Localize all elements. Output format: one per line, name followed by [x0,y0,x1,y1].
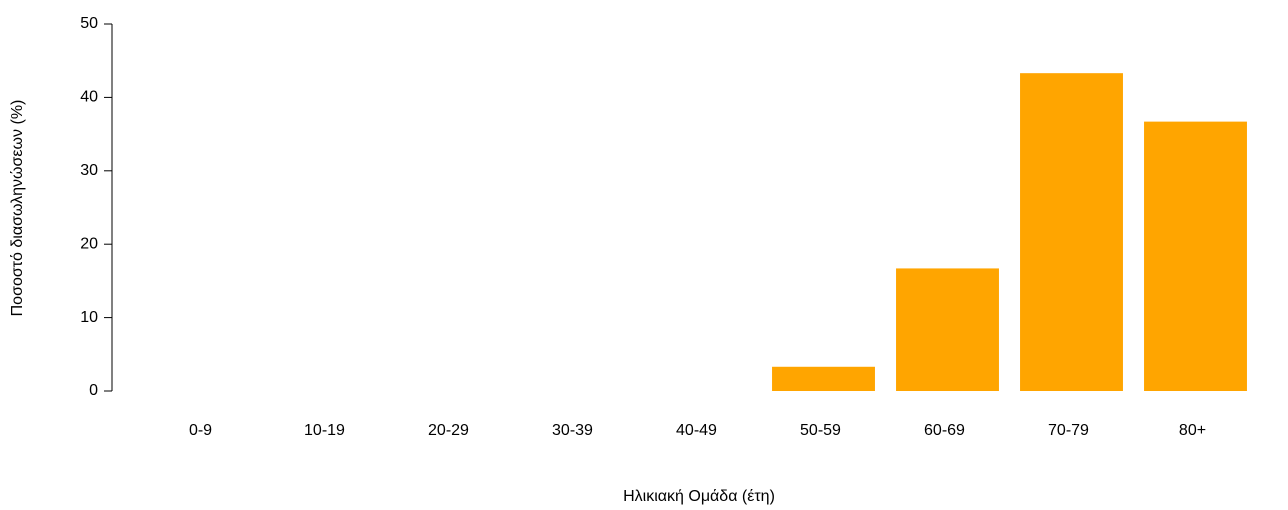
x-tick-label: 80+ [1179,422,1206,439]
y-tick-label: 30 [80,162,98,179]
x-tick-label: 60-69 [924,422,965,439]
y-axis-title: Ποσοστό διασωληνώσεων (%) [9,100,26,317]
x-tick-label: 50-59 [800,422,841,439]
bar [1144,121,1247,391]
x-tick-label: 20-29 [428,422,469,439]
x-tick-label: 30-39 [552,422,593,439]
x-tick-label: 10-19 [304,422,345,439]
y-tick-label: 40 [80,89,98,106]
bar [896,268,999,391]
x-axis-title: Ηλικιακή Ομάδα (έτη) [623,488,775,505]
x-tick-label: 0-9 [189,422,212,439]
y-tick-label: 50 [80,15,98,32]
x-tick-label: 70-79 [1048,422,1089,439]
bar [772,366,875,391]
y-tick-label: 0 [89,382,98,399]
bar [1020,73,1123,391]
x-tick-label: 40-49 [676,422,717,439]
y-tick-label: 20 [80,235,98,252]
y-tick-label: 10 [80,309,98,326]
